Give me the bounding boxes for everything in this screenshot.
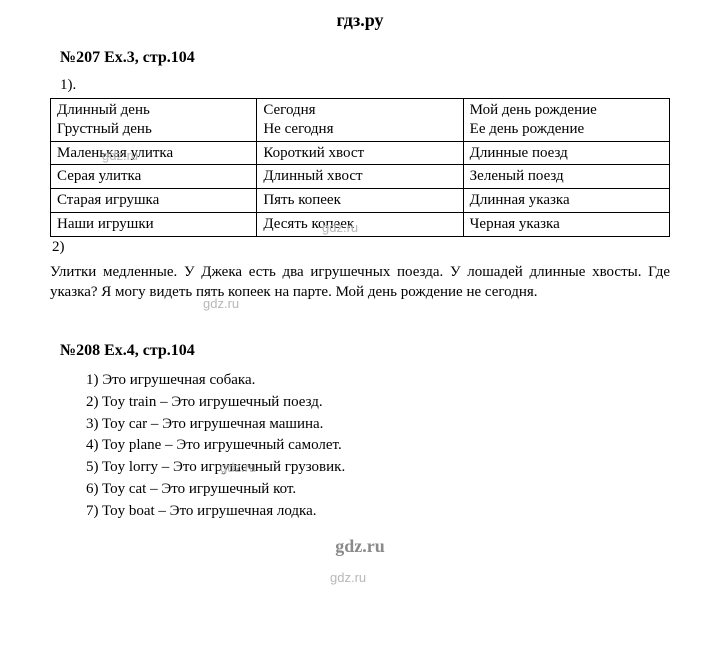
table-cell: Наши игрушки (51, 212, 257, 236)
ex207-sub1: 1). (60, 77, 670, 94)
page-container: гдз.ру №207 Ex.3, стр.104 1). Длинный де… (0, 0, 720, 567)
table-cell: Мой день рождение Ее день рождение (463, 99, 669, 142)
table-cell: Длинный день Грустный день (51, 99, 257, 142)
table-row: Маленькая улитка Короткий хвост Длинные … (51, 141, 670, 165)
table-cell: Сегодня Не сегодня (257, 99, 463, 142)
phrase-table: Длинный день Грустный день Сегодня Не се… (50, 98, 670, 237)
exercise-207-title: №207 Ex.3, стр.104 (60, 49, 670, 67)
list-item: 1) Это игрушечная собака. (86, 370, 670, 392)
ex208-list: 1) Это игрушечная собака. 2) Toy train –… (86, 370, 670, 522)
list-item: 5) Toy lorry – Это игрушечный грузовик. (86, 457, 670, 479)
table-row: Наши игрушки Десять копеек Черная указка (51, 212, 670, 236)
list-item: 3) Toy car – Это игрушечная машина. (86, 414, 670, 436)
list-item: 7) Toy boat – Это игрушечная лодка. (86, 501, 670, 523)
table-cell: Зеленый поезд (463, 165, 669, 189)
table-row: Длинный день Грустный день Сегодня Не се… (51, 99, 670, 142)
list-item: 6) Toy cat – Это игрушечный кот. (86, 479, 670, 501)
table-row: Серая улитка Длинный хвост Зеленый поезд (51, 165, 670, 189)
table-cell: Старая игрушка (51, 189, 257, 213)
table-cell: Пять копеек (257, 189, 463, 213)
table-cell: Десять копеек (257, 212, 463, 236)
list-item: 2) Toy train – Это игрушечный поезд. (86, 392, 670, 414)
ex207-sub2: 2) (52, 239, 670, 256)
table-cell: Серая улитка (51, 165, 257, 189)
table-cell: Маленькая улитка (51, 141, 257, 165)
exercise-208-title: №208 Ex.4, стр.104 (60, 342, 670, 360)
table-row: Старая игрушка Пять копеек Длинная указк… (51, 189, 670, 213)
table-cell: Длинная указка (463, 189, 669, 213)
ex207-paragraph: Улитки медленные. У Джека есть два игруш… (50, 262, 670, 303)
table-cell: Черная указка (463, 212, 669, 236)
table-cell: Длинный хвост (257, 165, 463, 189)
watermark: gdz.ru (330, 570, 366, 585)
site-header: гдз.ру (50, 10, 670, 31)
list-item: 4) Toy plane – Это игрушечный самолет. (86, 435, 670, 457)
table-cell: Короткий хвост (257, 141, 463, 165)
table-cell: Длинные поезд (463, 141, 669, 165)
footer-watermark: gdz.ru (50, 536, 670, 557)
